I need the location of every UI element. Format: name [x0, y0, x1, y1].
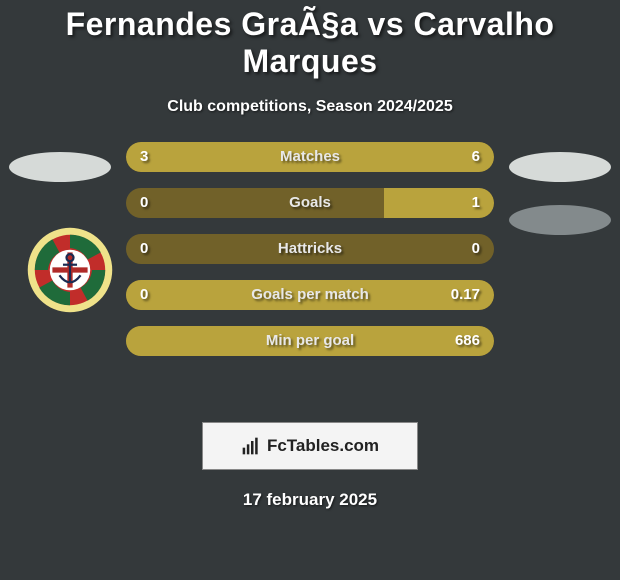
stat-label: Goals [126, 188, 494, 218]
stat-label: Matches [126, 142, 494, 172]
stat-label: Goals per match [126, 280, 494, 310]
comparison-body: 3Matches60Goals10Hattricks00Goals per ma… [0, 142, 620, 402]
stat-bar: 0Hattricks0 [126, 234, 494, 264]
club-badge [26, 226, 114, 314]
player-right-marker-1 [509, 152, 611, 182]
stat-value-right: 1 [472, 188, 480, 218]
stat-bar: Min per goal686 [126, 326, 494, 356]
subtitle: Club competitions, Season 2024/2025 [0, 98, 620, 116]
stat-label: Min per goal [126, 326, 494, 356]
stat-value-right: 6 [472, 142, 480, 172]
stat-bar: 0Goals1 [126, 188, 494, 218]
brand-box: FcTables.com [202, 422, 418, 470]
page-title: Fernandes GraÃ§a vs Carvalho Marques [0, 6, 620, 80]
stat-bar: 3Matches6 [126, 142, 494, 172]
stat-label: Hattricks [126, 234, 494, 264]
stat-value-right: 686 [455, 326, 480, 356]
infographic-root: Fernandes GraÃ§a vs Carvalho Marques Clu… [0, 0, 620, 510]
brand-label: FcTables.com [267, 436, 379, 456]
chart-icon [241, 436, 261, 456]
stat-bar: 0Goals per match0.17 [126, 280, 494, 310]
player-right-marker-2 [509, 205, 611, 235]
stat-value-right: 0.17 [451, 280, 480, 310]
stat-value-right: 0 [472, 234, 480, 264]
stat-bars: 3Matches60Goals10Hattricks00Goals per ma… [126, 142, 494, 372]
player-left-marker [9, 152, 111, 182]
date-text: 17 february 2025 [0, 490, 620, 510]
